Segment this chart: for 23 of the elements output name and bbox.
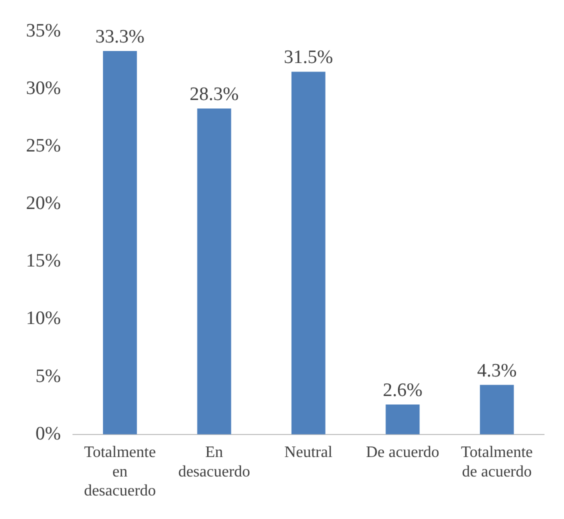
y-tick-label: 25% [26, 136, 61, 157]
y-tick-label: 35% [26, 20, 61, 42]
x-tick-label: En desacuerdo [178, 444, 250, 480]
y-tick-label: 20% [26, 193, 61, 214]
x-tick-label: Neutral [284, 444, 333, 462]
bar [480, 384, 514, 434]
y-tick-label: 10% [26, 308, 61, 330]
x-tick-label: De acuerdo [366, 444, 440, 462]
data-label: 28.3% [190, 84, 239, 106]
x-tick-label: Totalmente en desacuerdo [84, 444, 156, 500]
y-tick-label: 0% [36, 423, 61, 444]
bar [386, 404, 420, 434]
bar [291, 72, 326, 434]
y-tick-label: 5% [36, 366, 61, 387]
x-tick-label: Totalmente de acuerdo [461, 444, 533, 480]
data-label: 33.3% [95, 26, 145, 48]
data-label: 2.6% [382, 380, 423, 401]
y-tick-label: 15% [26, 250, 61, 272]
y-tick-label: 30% [26, 78, 61, 99]
bar [197, 108, 232, 434]
data-label: 31.5% [284, 47, 334, 68]
bar [102, 50, 137, 434]
data-label: 4.3% [477, 360, 517, 382]
